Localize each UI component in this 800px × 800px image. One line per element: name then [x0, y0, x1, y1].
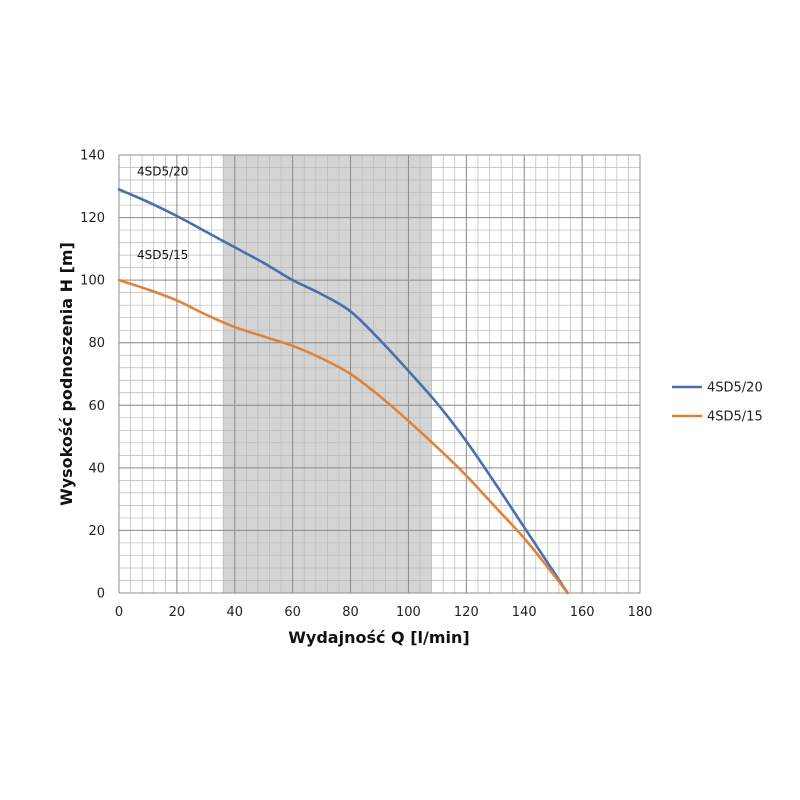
x-tick-label: 100	[396, 605, 421, 620]
series-layer	[117, 188, 569, 595]
highlight-band-layer	[119, 155, 640, 593]
legend-label: 4SD5/20	[707, 381, 763, 396]
x-tick-label: 140	[512, 605, 537, 620]
x-tick-label: 40	[227, 605, 244, 620]
series-line-4SD5/20	[117, 188, 569, 595]
x-tick-label: 180	[628, 605, 653, 620]
legend: 4SD5/20 4SD5/15	[672, 381, 763, 425]
y-tick-label: 20	[88, 524, 105, 539]
y-tick-label: 0	[97, 587, 105, 602]
y-tick-label: 100	[80, 274, 105, 289]
series-line-4SD5/15	[117, 278, 569, 595]
y-tick-label: 60	[88, 399, 105, 414]
x-tick-label: 60	[284, 605, 301, 620]
y-tick-label: 140	[80, 149, 105, 164]
y-tick-label: 80	[88, 336, 105, 351]
x-tick-label: 0	[115, 605, 123, 620]
x-tick-label: 80	[342, 605, 359, 620]
y-tick-label: 120	[80, 211, 105, 226]
y-tick-label: 40	[88, 461, 105, 476]
series-label: 4SD5/20	[137, 164, 188, 178]
x-tick-label: 120	[454, 605, 479, 620]
series-labels-layer: 4SD5/20 4SD5/15	[137, 164, 188, 262]
tick-labels-layer: 0 20 40 60 80 100 120 140 160 180 0 20 40 60 80 100 120 1…	[80, 149, 652, 621]
legend-label: 4SD5/15	[707, 410, 763, 425]
series-label: 4SD5/15	[137, 248, 188, 262]
grid-layer	[118, 154, 641, 594]
x-tick-label: 160	[570, 605, 595, 620]
x-axis-title: Wydajność Q [l/min]	[288, 628, 469, 647]
y-axis-title: Wysokość podnoszenia H [m]	[57, 242, 76, 506]
x-tick-label: 20	[169, 605, 186, 620]
